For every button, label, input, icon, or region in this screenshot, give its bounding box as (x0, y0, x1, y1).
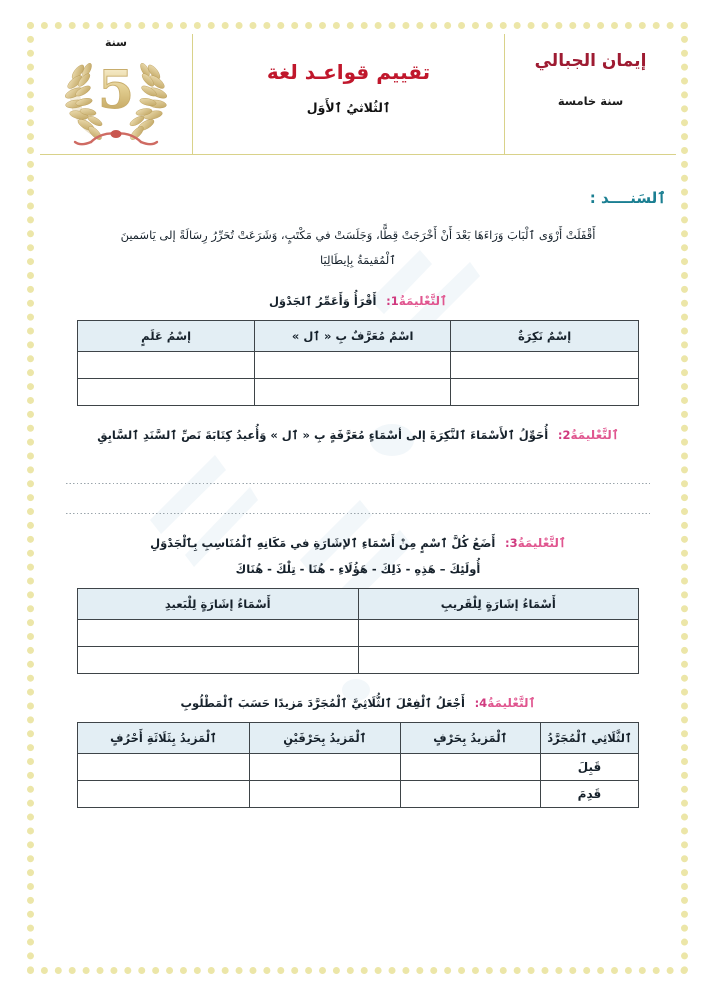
instruction-3-colon: : (504, 536, 510, 551)
table-verbs-cell-r0-verb: قَبِلَ (539, 753, 640, 782)
instruction-3-text: أَضَعُ كُلَّ ٱسْمٍ مِنْ أَسْمَاءِ ٱلإشَا… (150, 536, 496, 551)
table-verbs-cell-r1c3[interactable] (77, 780, 250, 809)
table-row[interactable]: قَبِلَ (77, 753, 640, 782)
class-level: سنة خامسة (557, 94, 624, 109)
teacher-name: إيمان الجبالي (534, 51, 647, 71)
table-verbs-header-3: ٱلْمَزيدُ بِثَلَاثَةِ أَحْرُفٍ (77, 722, 250, 755)
table-nouns-cell-r1c1[interactable] (254, 378, 452, 407)
table-verbs-header-2: ٱلْمَزيدُ بِحَرْفَيْنِ (248, 722, 401, 755)
instruction-1-number: 1 (390, 294, 399, 309)
support-label: ٱلسَنــــد : (589, 189, 666, 207)
instruction-1-colon: : (386, 294, 391, 309)
instruction-4-label: ٱلتَّعْليمَةُ (487, 696, 536, 711)
table-verbs-cell-r0c2[interactable] (248, 753, 401, 782)
table-demonstratives-header-row: أَسْمَاءُ إشَارَةٍ لِلْقَريبِ أَسْمَاءُ … (77, 588, 639, 621)
worksheet-sheet: إيمان الجبالي سنة خامسة تقييم قواعـد لغة… (40, 34, 676, 964)
support-text: أَقْفَلَتْ أَرْوَى ٱلْبَابَ وَرَاءَهَا ب… (40, 223, 676, 272)
table-verbs: ٱلثَّلَاثِي ٱلْمُجَرَّدُ ٱلْمَزيدُ بِحَر… (77, 722, 640, 809)
table-nouns-header-1: اسْمٌ مُعَرَّفٌ بِ « ٱل » (254, 320, 452, 353)
table-nouns-header-row: إسْمٌ نَكِرَةٌ اسْمٌ مُعَرَّفٌ بِ « ٱل »… (76, 320, 639, 353)
support-text-line-2: ٱلْمُقيمَةُ بِإيطَالِيَا (320, 252, 396, 267)
table-demonstratives-header-1: أَسْمَاءُ إشَارَةٍ لِلْبَعيدِ (77, 588, 359, 621)
instruction-4-number: 4 (479, 696, 488, 711)
instruction-1: ٱلتَّعْليمَةُ1: أَقْرَأُ وَأَعَمِّرُ ٱلج… (40, 294, 676, 308)
table-verbs-cell-r1-verb: قَدِمَ (539, 780, 640, 809)
answer-line-1[interactable] (66, 454, 650, 485)
laurel-wreath-icon: 5 (64, 60, 168, 146)
answer-lines-area (66, 454, 650, 515)
table-nouns-cell-r0c2[interactable] (76, 351, 256, 380)
worksheet-body: ٱلسَنــــد : أَقْفَلَتْ أَرْوَى ٱلْبَابَ… (40, 155, 676, 809)
table-demonstratives-cell-r0c0[interactable] (357, 619, 639, 648)
table-verbs-cell-r1c2[interactable] (248, 780, 401, 809)
header-badge-block: سنة (40, 34, 192, 154)
header-teacher-block: إيمان الجبالي سنة خامسة (504, 34, 676, 154)
table-nouns-header-2: إسْمُ عَلَمٍ (76, 320, 256, 353)
instruction-2: ٱلتَّعْليمَةُ2: أُحَوِّلُ ٱلأَسْمَاءَ ٱل… (40, 428, 676, 442)
table-row[interactable] (77, 646, 639, 675)
badge-label: سنة (105, 36, 127, 49)
page-title: تقييم قواعـد لغة (266, 60, 431, 84)
instruction-3-number: 3 (509, 536, 518, 551)
header-title-block: تقييم قواعـد لغة ٱلثُلاثيُ ٱلأَوَل (192, 34, 504, 154)
table-verbs-header-0: ٱلثَّلَاثِي ٱلْمُجَرَّدُ (539, 722, 640, 755)
instruction-4: ٱلتَّعْليمَةُ4: أَجْعَلُ ٱلْفِعْلَ ٱلثُّ… (40, 696, 676, 710)
table-row[interactable] (76, 378, 639, 407)
table-row[interactable]: قَدِمَ (77, 780, 640, 809)
badge-number-text: 5 (98, 60, 134, 121)
worksheet-header: إيمان الجبالي سنة خامسة تقييم قواعـد لغة… (40, 34, 676, 155)
table-nouns-cell-r1c2[interactable] (76, 378, 256, 407)
table-verbs-cell-r0c1[interactable] (399, 753, 541, 782)
table-nouns-cell-r0c1[interactable] (254, 351, 452, 380)
table-demonstratives: أَسْمَاءُ إشَارَةٍ لِلْقَريبِ أَسْمَاءُ … (77, 588, 639, 675)
table-nouns: إسْمٌ نَكِرَةٌ اسْمٌ مُعَرَّفٌ بِ « ٱل »… (76, 320, 639, 407)
instruction-2-label: ٱلتَّعْليمَةُ (570, 428, 619, 443)
instruction-3: ٱلتَّعْليمَةُ3: أَضَعُ كُلَّ ٱسْمٍ مِنْ … (40, 536, 676, 550)
table-demonstratives-cell-r1c1[interactable] (77, 646, 359, 675)
instruction-4-text: أَجْعَلُ ٱلْفِعْلَ ٱلثُّلَاثِيَّ ٱلْمُجَ… (180, 696, 465, 711)
instruction-4-colon: : (474, 696, 480, 711)
table-verbs-cell-r0c3[interactable] (77, 753, 250, 782)
instruction-2-colon: : (557, 428, 563, 443)
page-subtitle: ٱلثُلاثيُ ٱلأَوَل (306, 100, 391, 115)
table-nouns-cell-r0c0[interactable] (450, 351, 639, 380)
table-demonstratives-cell-r0c1[interactable] (77, 619, 359, 648)
table-row[interactable] (76, 351, 639, 380)
table-demonstratives-cell-r1c0[interactable] (357, 646, 639, 675)
answer-line-2[interactable] (66, 484, 650, 515)
instruction-1-label: ٱلتَّعْليمَةُ (398, 294, 448, 309)
demonstratives-word-list: أُولَئِكَ – هَذِهِ - ذَلِكَ - هَؤُلَاءِ … (235, 562, 481, 577)
instruction-3-label: ٱلتَّعْليمَةُ (517, 536, 566, 551)
table-verbs-header-1: ٱلْمَزيدُ بِحَرْفٍ (399, 722, 541, 755)
table-nouns-header-0: إسْمٌ نَكِرَةٌ (450, 320, 639, 353)
table-verbs-header-row: ٱلثَّلَاثِي ٱلْمُجَرَّدُ ٱلْمَزيدُ بِحَر… (77, 722, 640, 755)
table-demonstratives-header-0: أَسْمَاءُ إشَارَةٍ لِلْقَريبِ (357, 588, 639, 621)
table-nouns-cell-r1c0[interactable] (450, 378, 639, 407)
support-text-line-1: أَقْفَلَتْ أَرْوَى ٱلْبَابَ وَرَاءَهَا ب… (120, 228, 596, 242)
table-row[interactable] (77, 619, 639, 648)
instruction-2-text: أُحَوِّلُ ٱلأَسْمَاءَ ٱلنَّكِرَةَ إلى أس… (97, 428, 549, 443)
instruction-1-text: أَقْرَأُ وَأَعَمِّرُ ٱلجَدْوَل (268, 294, 377, 309)
table-verbs-cell-r1c1[interactable] (399, 780, 541, 809)
instruction-2-number: 2 (562, 428, 571, 443)
